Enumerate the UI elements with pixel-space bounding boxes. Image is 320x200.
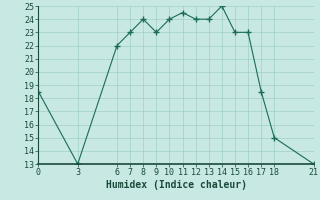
- X-axis label: Humidex (Indice chaleur): Humidex (Indice chaleur): [106, 180, 246, 190]
